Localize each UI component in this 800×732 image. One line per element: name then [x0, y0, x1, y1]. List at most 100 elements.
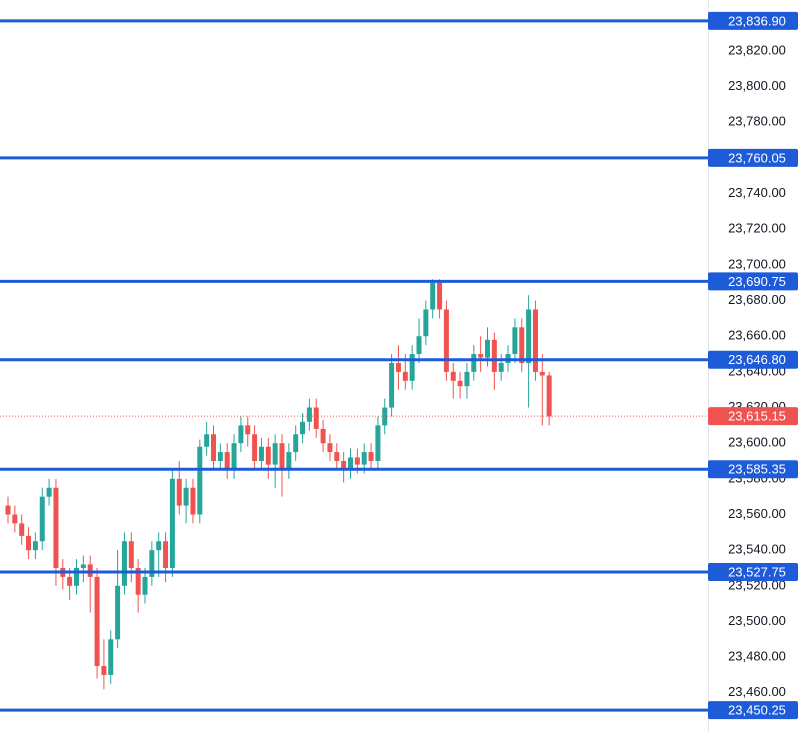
- level-box: [708, 272, 798, 291]
- candle-body: [300, 421, 306, 435]
- candle-body: [26, 535, 32, 551]
- candle-body: [115, 585, 121, 640]
- y-tick-label: 23,600.00: [728, 435, 786, 450]
- y-tick-label: 23,660.00: [728, 328, 786, 343]
- level-label: 23,585.35: [728, 462, 786, 477]
- candle-body: [258, 446, 264, 462]
- candle-body: [53, 487, 59, 568]
- candle-body: [464, 371, 470, 387]
- candle-body: [423, 309, 429, 337]
- candle-body: [169, 478, 175, 568]
- candle-body: [142, 576, 148, 595]
- candle-body: [190, 487, 196, 515]
- level-box: [708, 562, 798, 581]
- candle-body: [197, 446, 203, 515]
- candle-body: [252, 434, 258, 462]
- level-label: 23,646.80: [728, 352, 786, 367]
- candle-body: [457, 380, 463, 387]
- candle-body: [526, 309, 532, 363]
- candle-body: [231, 443, 237, 470]
- candle-body: [204, 434, 210, 447]
- candle-body: [238, 425, 244, 444]
- candle-body: [512, 327, 518, 355]
- candle-body: [313, 407, 319, 429]
- candle-body: [135, 567, 141, 595]
- candle-body: [306, 407, 312, 422]
- level-box: [708, 11, 798, 30]
- level-label: 23,690.75: [728, 274, 786, 289]
- y-tick-label: 23,740.00: [728, 185, 786, 200]
- y-tick-label: 23,540.00: [728, 542, 786, 557]
- y-tick-label: 23,720.00: [728, 221, 786, 236]
- level-label: 23,450.25: [728, 703, 786, 718]
- candle-body: [46, 487, 52, 497]
- last-price-label: 23,615.15: [728, 409, 786, 424]
- candle-body: [121, 541, 127, 586]
- candle-body: [430, 282, 436, 310]
- y-tick-label: 23,700.00: [728, 256, 786, 271]
- candle-body: [519, 327, 525, 363]
- candle-body: [416, 336, 422, 355]
- last-price-box: [708, 407, 798, 426]
- candle-body: [334, 452, 340, 462]
- y-tick-label: 23,500.00: [728, 613, 786, 628]
- candle-body: [149, 550, 155, 577]
- level-box: [708, 148, 798, 167]
- candle-body: [176, 478, 182, 506]
- y-tick-label: 23,460.00: [728, 684, 786, 699]
- candle-body: [395, 362, 401, 372]
- candle-body: [211, 434, 216, 462]
- candle-body: [354, 457, 360, 465]
- candle-body: [478, 354, 484, 358]
- y-tick-label: 23,820.00: [728, 42, 786, 57]
- y-tick-label: 23,480.00: [728, 649, 786, 664]
- level-label: 23,760.05: [728, 150, 786, 165]
- candle-body: [491, 339, 497, 372]
- candle-body: [101, 666, 107, 675]
- candle-body: [74, 567, 79, 586]
- candle-body: [485, 339, 490, 358]
- candle-body: [539, 371, 545, 376]
- candle-body: [450, 371, 456, 381]
- y-tick-label: 23,680.00: [728, 292, 786, 307]
- candle-body: [279, 443, 285, 470]
- candle-body: [409, 354, 415, 381]
- candle-body: [32, 541, 38, 551]
- candle-body: [12, 514, 18, 524]
- candle-body: [546, 375, 552, 417]
- candle-body: [67, 576, 73, 586]
- candle-body: [402, 371, 408, 381]
- y-tick-label: 23,520.00: [728, 577, 786, 592]
- y-tick-label: 23,780.00: [728, 114, 786, 129]
- candle-body: [272, 443, 278, 465]
- candle-body: [245, 425, 251, 435]
- candle-body: [532, 309, 538, 372]
- candle-body: [361, 452, 367, 465]
- candle-body: [348, 457, 353, 470]
- candle-body: [498, 362, 504, 372]
- candle-body: [108, 639, 114, 675]
- candle-body: [286, 452, 292, 470]
- candle-body: [265, 446, 271, 465]
- candle-body: [128, 541, 134, 568]
- level-box: [708, 350, 798, 369]
- candle-body: [94, 576, 100, 667]
- candle-body: [437, 282, 443, 310]
- candle-body: [389, 362, 395, 408]
- y-tick-label: 23,560.00: [728, 506, 786, 521]
- candle-body: [19, 523, 25, 536]
- candle-body: [471, 354, 477, 372]
- candle-body: [183, 487, 189, 506]
- candle-body: [5, 505, 11, 515]
- candle-body: [293, 434, 299, 453]
- y-tick-label: 23,800.00: [728, 78, 786, 93]
- level-label: 23,527.75: [728, 564, 786, 579]
- candle-body: [224, 452, 230, 470]
- candle-body: [39, 496, 45, 542]
- candle-body: [80, 564, 86, 568]
- candle-body: [327, 443, 333, 453]
- candle-body: [217, 452, 223, 462]
- candle-body: [368, 452, 374, 462]
- candle-body: [375, 425, 381, 462]
